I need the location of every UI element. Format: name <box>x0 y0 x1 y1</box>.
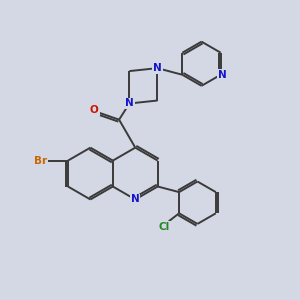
Text: O: O <box>90 105 99 115</box>
Text: N: N <box>131 194 140 205</box>
Text: Cl: Cl <box>159 222 170 232</box>
Text: N: N <box>218 70 227 80</box>
Text: N: N <box>153 63 162 73</box>
Text: Br: Br <box>34 156 47 166</box>
Text: N: N <box>125 98 134 109</box>
